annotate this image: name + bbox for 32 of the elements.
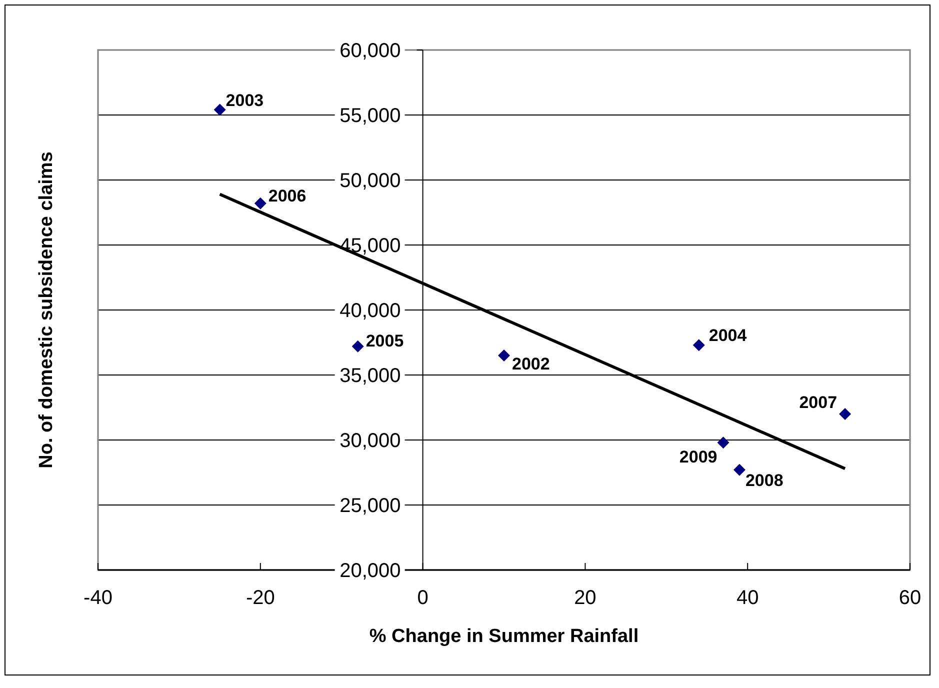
point [692,339,705,352]
annotation: 2007 [799,393,838,412]
annotation: 2005 [366,331,404,350]
x-tick-label: 60 [898,587,922,609]
y-tick-label: 25,000 [340,495,401,517]
annotation: 2009 [679,448,718,467]
y-tick-label: 20,000 [340,560,401,582]
x-tick-label: 20 [574,587,596,609]
annotation: 2006 [268,186,306,206]
y-tick-label: 35,000 [340,365,401,387]
x-tick-label: 0 [417,587,428,609]
y-tick-label: 50,000 [340,170,401,192]
y-tick-label: 60,000 [340,40,401,62]
x-tick-label: -20 [246,587,275,609]
y-axis-title: No. of domestic subsidence claims [36,152,57,468]
point [254,197,266,210]
point [839,408,852,420]
point [352,340,364,352]
point [214,104,226,116]
y-tick-label: 30,000 [340,430,401,452]
annotation: 2003 [226,90,264,110]
y-tick-label: 55,000 [340,105,401,127]
x-axis-title: % Change in Summer Rainfall [369,626,639,647]
annotation: 2008 [745,470,784,490]
annotation: 2002 [512,354,550,374]
annotation: 2004 [708,326,748,346]
point [498,350,510,362]
point [717,436,730,449]
x-tick-label: -40 [84,587,112,609]
point [733,464,746,476]
y-tick-label: 40,000 [340,300,401,322]
x-tick-label: 40 [736,587,759,609]
